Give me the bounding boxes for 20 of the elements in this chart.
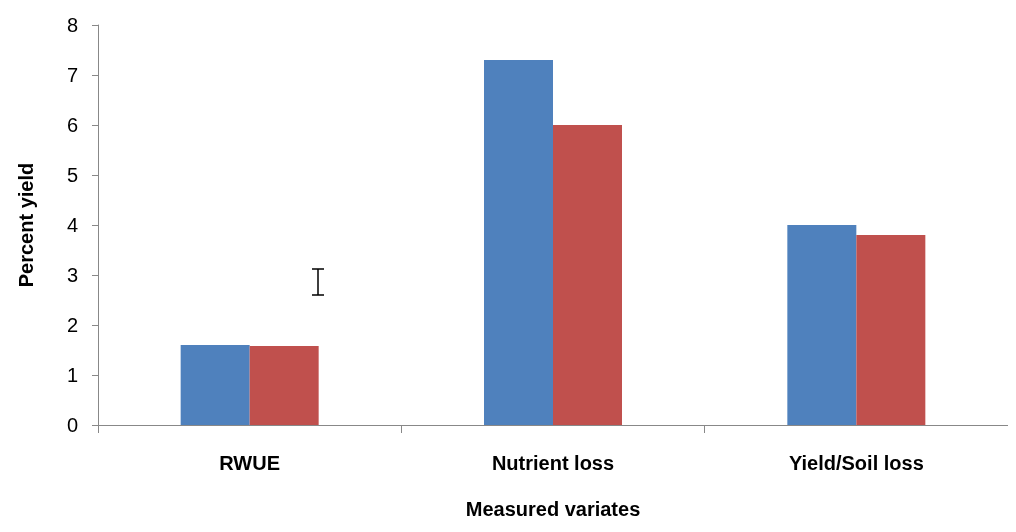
y-tick-label: 6 — [66, 114, 78, 136]
bar — [787, 225, 857, 425]
y-axis-title: Percent yield — [15, 162, 37, 288]
y-tick-label: 0 — [66, 414, 78, 436]
x-tick-label: Nutrient loss — [491, 452, 615, 474]
y-tick-label: 1 — [66, 364, 78, 386]
bar — [856, 235, 926, 425]
bar — [180, 345, 250, 425]
y-tick-label: 5 — [66, 164, 78, 186]
x-tick-label: Yield/Soil loss — [788, 452, 924, 474]
bar — [249, 346, 319, 425]
y-tick-label: 2 — [66, 314, 78, 336]
y-tick-label: 3 — [66, 264, 78, 286]
y-tick-label: 4 — [66, 214, 78, 236]
x-axis-title: Measured variates — [465, 498, 641, 520]
y-tick-label: 8 — [66, 14, 78, 36]
bar — [553, 125, 622, 425]
bar — [484, 60, 553, 425]
x-tick-label: RWUE — [219, 452, 281, 474]
y-tick-label: 7 — [66, 64, 78, 86]
